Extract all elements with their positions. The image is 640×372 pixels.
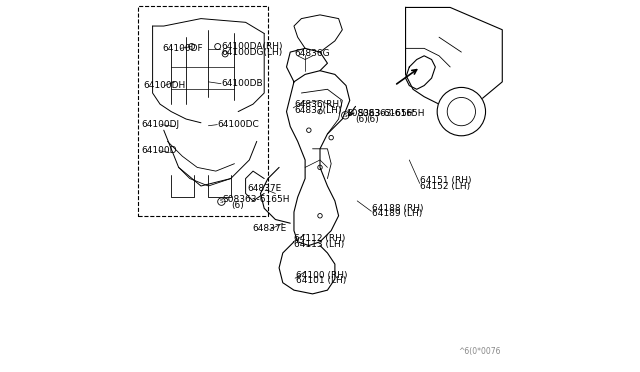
Text: 64101 (LH): 64101 (LH) bbox=[296, 276, 346, 285]
Text: S08363-6165H: S08363-6165H bbox=[346, 109, 413, 118]
Text: 64100DJ: 64100DJ bbox=[141, 120, 180, 129]
Text: 64100DB: 64100DB bbox=[221, 79, 263, 88]
Text: 64100DC: 64100DC bbox=[218, 120, 259, 129]
Text: 64837E: 64837E bbox=[248, 185, 282, 193]
Text: 64100DF: 64100DF bbox=[162, 44, 202, 53]
Text: 64100DG(LH): 64100DG(LH) bbox=[221, 48, 283, 57]
Text: (6): (6) bbox=[232, 201, 244, 210]
Text: 64100DH: 64100DH bbox=[143, 81, 186, 90]
Text: (6): (6) bbox=[367, 115, 380, 124]
Text: ^6(0*0076: ^6(0*0076 bbox=[458, 347, 500, 356]
Circle shape bbox=[437, 87, 486, 136]
Text: 64151 (RH): 64151 (RH) bbox=[420, 176, 472, 185]
Text: 64837(LH): 64837(LH) bbox=[294, 106, 341, 115]
Text: 64112 (RH): 64112 (RH) bbox=[294, 234, 346, 243]
Text: S08363-6165H: S08363-6165H bbox=[357, 109, 425, 118]
Bar bbox=[138, 6, 268, 216]
Text: 64100D: 64100D bbox=[141, 146, 177, 155]
Text: 64113 (LH): 64113 (LH) bbox=[294, 240, 344, 249]
Polygon shape bbox=[406, 7, 502, 108]
Text: 64836(RH): 64836(RH) bbox=[294, 100, 342, 109]
Text: S08363-6165H: S08363-6165H bbox=[222, 195, 290, 204]
Text: 64188 (RH): 64188 (RH) bbox=[372, 204, 424, 213]
Text: 64836G: 64836G bbox=[294, 49, 330, 58]
Text: 64152 (LH): 64152 (LH) bbox=[420, 182, 470, 190]
Text: 64100 (RH): 64100 (RH) bbox=[296, 271, 348, 280]
Text: 64837E: 64837E bbox=[252, 224, 287, 233]
Text: S: S bbox=[344, 113, 347, 118]
Text: 64100DA(RH): 64100DA(RH) bbox=[221, 42, 283, 51]
Text: (6): (6) bbox=[355, 115, 368, 124]
Polygon shape bbox=[287, 71, 349, 246]
Text: 64189 (LH): 64189 (LH) bbox=[372, 209, 422, 218]
Text: S: S bbox=[220, 199, 223, 204]
